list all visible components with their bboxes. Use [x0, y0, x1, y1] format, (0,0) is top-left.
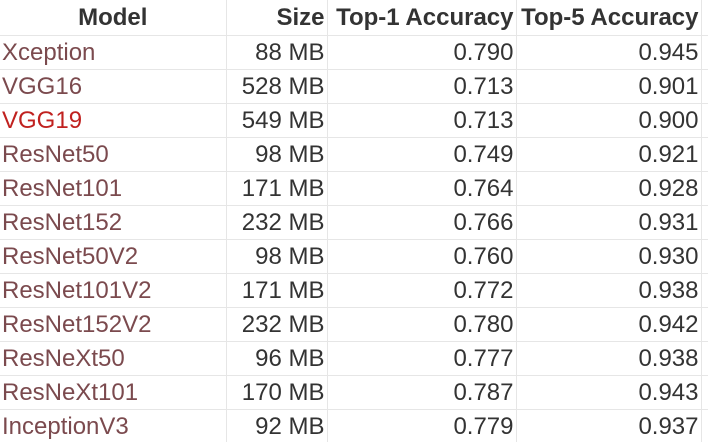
- model-link[interactable]: VGG16: [0, 69, 227, 104]
- overflow-cell: [701, 273, 708, 308]
- size-cell: 98 MB: [226, 137, 328, 172]
- top1-accuracy-cell: 0.713: [327, 69, 517, 104]
- table-header: Model Size Top-1 Accuracy Top-5 Accuracy: [0, 0, 708, 36]
- model-link[interactable]: ResNeXt50: [0, 341, 227, 376]
- top5-accuracy-cell: 0.945: [516, 35, 702, 70]
- table-row: Xception 88 MB 0.790 0.945: [0, 35, 708, 70]
- model-link[interactable]: ResNet152: [0, 205, 227, 240]
- overflow-cell: [701, 137, 708, 172]
- table-row: VGG16 528 MB 0.713 0.901: [0, 69, 708, 104]
- overflow-cell: [701, 205, 708, 240]
- top1-accuracy-cell: 0.713: [327, 103, 517, 138]
- overflow-cell: [701, 307, 708, 342]
- overflow-cell: [701, 375, 708, 410]
- size-cell: 232 MB: [226, 205, 328, 240]
- top5-accuracy-cell: 0.937: [516, 409, 702, 442]
- column-header-top1-accuracy[interactable]: Top-1 Accuracy: [327, 0, 517, 36]
- top1-accuracy-cell: 0.779: [327, 409, 517, 442]
- top1-accuracy-cell: 0.777: [327, 341, 517, 376]
- top5-accuracy-cell: 0.942: [516, 307, 702, 342]
- overflow-cell: [701, 239, 708, 274]
- top1-accuracy-cell: 0.772: [327, 273, 517, 308]
- table-row: ResNet152V2 232 MB 0.780 0.942: [0, 307, 708, 342]
- model-link[interactable]: ResNet152V2: [0, 307, 227, 342]
- top5-accuracy-cell: 0.931: [516, 205, 702, 240]
- size-cell: 171 MB: [226, 273, 328, 308]
- table-row: InceptionV3 92 MB 0.779 0.937: [0, 409, 708, 442]
- top1-accuracy-cell: 0.787: [327, 375, 517, 410]
- overflow-cell: [701, 409, 708, 442]
- overflow-cell: [701, 35, 708, 70]
- top1-accuracy-cell: 0.749: [327, 137, 517, 172]
- column-header-overflow: [701, 0, 708, 36]
- table-row: VGG19 549 MB 0.713 0.900: [0, 103, 708, 138]
- top5-accuracy-cell: 0.928: [516, 171, 702, 206]
- table-row: ResNeXt101 170 MB 0.787 0.943: [0, 375, 708, 410]
- size-cell: 92 MB: [226, 409, 328, 442]
- overflow-cell: [701, 69, 708, 104]
- top5-accuracy-cell: 0.943: [516, 375, 702, 410]
- table-row: ResNet50 98 MB 0.749 0.921: [0, 137, 708, 172]
- top5-accuracy-cell: 0.938: [516, 341, 702, 376]
- size-cell: 96 MB: [226, 341, 328, 376]
- model-link[interactable]: ResNet50: [0, 137, 227, 172]
- model-link[interactable]: InceptionV3: [0, 409, 227, 442]
- model-link[interactable]: ResNet101V2: [0, 273, 227, 308]
- table-body: Xception 88 MB 0.790 0.945 VGG16 528 MB 0.713 0…: [0, 35, 708, 442]
- size-cell: 232 MB: [226, 307, 328, 342]
- overflow-cell: [701, 103, 708, 138]
- table-row: ResNet101 171 MB 0.764 0.928: [0, 171, 708, 206]
- size-cell: 171 MB: [226, 171, 328, 206]
- table-row: ResNet50V2 98 MB 0.760 0.930: [0, 239, 708, 274]
- table-row: ResNeXt50 96 MB 0.777 0.938: [0, 341, 708, 376]
- top5-accuracy-cell: 0.900: [516, 103, 702, 138]
- top1-accuracy-cell: 0.766: [327, 205, 517, 240]
- table-row: ResNet101V2 171 MB 0.772 0.938: [0, 273, 708, 308]
- model-link[interactable]: VGG19: [0, 103, 227, 138]
- column-header-model[interactable]: Model: [0, 0, 227, 36]
- model-link[interactable]: ResNet50V2: [0, 239, 227, 274]
- size-cell: 170 MB: [226, 375, 328, 410]
- size-cell: 528 MB: [226, 69, 328, 104]
- model-link[interactable]: Xception: [0, 35, 227, 70]
- header-row: Model Size Top-1 Accuracy Top-5 Accuracy: [0, 0, 708, 36]
- column-header-size[interactable]: Size: [226, 0, 328, 36]
- model-link[interactable]: ResNet101: [0, 171, 227, 206]
- top5-accuracy-cell: 0.938: [516, 273, 702, 308]
- top1-accuracy-cell: 0.780: [327, 307, 517, 342]
- size-cell: 88 MB: [226, 35, 328, 70]
- top1-accuracy-cell: 0.760: [327, 239, 517, 274]
- size-cell: 549 MB: [226, 103, 328, 138]
- model-link[interactable]: ResNeXt101: [0, 375, 227, 410]
- top1-accuracy-cell: 0.790: [327, 35, 517, 70]
- size-cell: 98 MB: [226, 239, 328, 274]
- top5-accuracy-cell: 0.901: [516, 69, 702, 104]
- top1-accuracy-cell: 0.764: [327, 171, 517, 206]
- top5-accuracy-cell: 0.921: [516, 137, 702, 172]
- table-row: ResNet152 232 MB 0.766 0.931: [0, 205, 708, 240]
- column-header-top5-accuracy[interactable]: Top-5 Accuracy: [516, 0, 702, 36]
- overflow-cell: [701, 341, 708, 376]
- top5-accuracy-cell: 0.930: [516, 239, 702, 274]
- overflow-cell: [701, 171, 708, 206]
